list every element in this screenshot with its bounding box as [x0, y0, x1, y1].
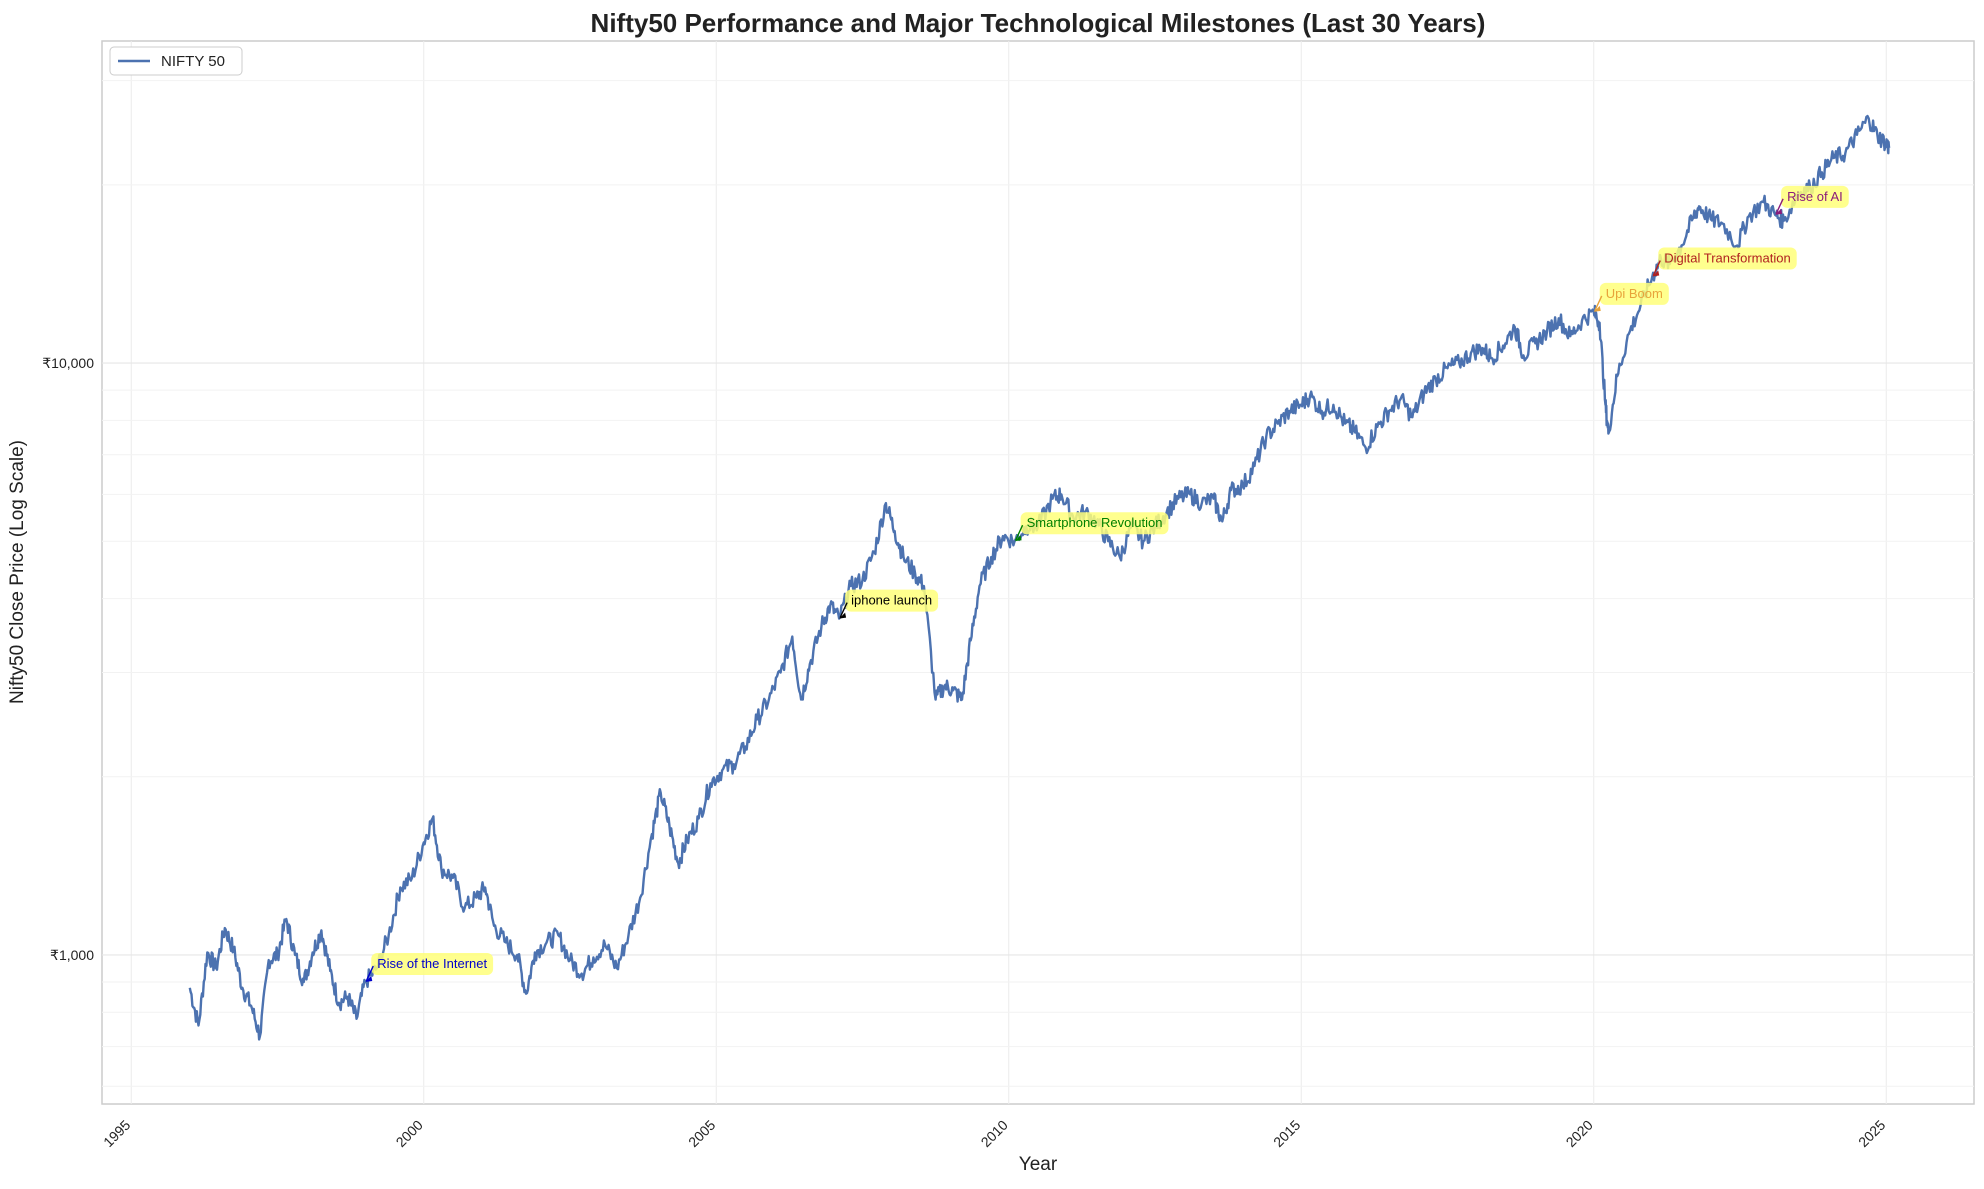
series-line-nifty-50 [188, 114, 1891, 1041]
annotation-box [845, 589, 939, 612]
legend-label: NIFTY 50 [161, 53, 225, 70]
annotation-arrowhead [1593, 305, 1601, 312]
x-tick-label: 2000 [393, 1117, 426, 1150]
annotation-label: Smartphone Revolution [1027, 515, 1163, 530]
x-tick-label: 1995 [100, 1117, 133, 1150]
annotation: Upi Boom [1593, 282, 1669, 312]
annotations: Rise of the Internet iphone launch Smartph… [365, 185, 1849, 983]
annotation-arrow [1652, 260, 1661, 276]
x-tick-label: 2015 [1270, 1117, 1303, 1150]
annotation-box [1658, 247, 1797, 270]
annotation-arrow [1014, 524, 1024, 541]
y-tick-label: ₹1,000 [50, 947, 94, 963]
x-tick-label: 2020 [1563, 1117, 1596, 1150]
annotation: Smartphone Revolution [1014, 512, 1169, 542]
plot-background [101, 40, 1975, 1105]
annotation-label: Rise of the Internet [377, 956, 487, 971]
annotation-box [1020, 512, 1169, 535]
legend-box [109, 46, 243, 76]
annotation: Digital Transformation [1652, 247, 1797, 277]
legend: NIFTY 50 [109, 46, 243, 76]
annotation-arrow [839, 602, 848, 618]
annotation-label: Rise of AI [1787, 189, 1843, 204]
grid-lines [102, 41, 1974, 1104]
annotation-arrow [1775, 198, 1784, 215]
series-layer [188, 114, 1891, 1041]
annotation-arrow [1594, 295, 1603, 312]
y-axis-title: Nifty50 Close Price (Log Scale) [7, 440, 28, 704]
annotation-arrowhead [839, 612, 847, 619]
x-tick-label: 2025 [1855, 1117, 1888, 1150]
annotation-box [1781, 185, 1849, 208]
annotation-arrowhead [365, 976, 373, 983]
annotation-arrowhead [1652, 270, 1660, 277]
annotation-label: iphone launch [851, 593, 932, 608]
annotation: Rise of the Internet [365, 953, 494, 983]
annotation-box [1599, 282, 1669, 305]
annotation: iphone launch [839, 589, 939, 619]
annotation-arrow [365, 965, 374, 982]
x-tick-label: 2005 [685, 1117, 718, 1150]
annotation-arrowhead [1014, 535, 1022, 542]
annotation-box [371, 953, 494, 976]
annotation-label: Digital Transformation [1664, 251, 1790, 266]
annotation-label: Upi Boom [1606, 286, 1663, 301]
chart-title: Nifty50 Performance and Major Technologi… [591, 8, 1486, 38]
annotation-arrowhead [1775, 208, 1783, 215]
y-tick-label: ₹10,000 [42, 355, 94, 371]
annotation: Rise of AI [1775, 185, 1849, 215]
x-tick-label: 2010 [978, 1117, 1011, 1150]
x-axis-title: Year [1019, 1154, 1058, 1175]
